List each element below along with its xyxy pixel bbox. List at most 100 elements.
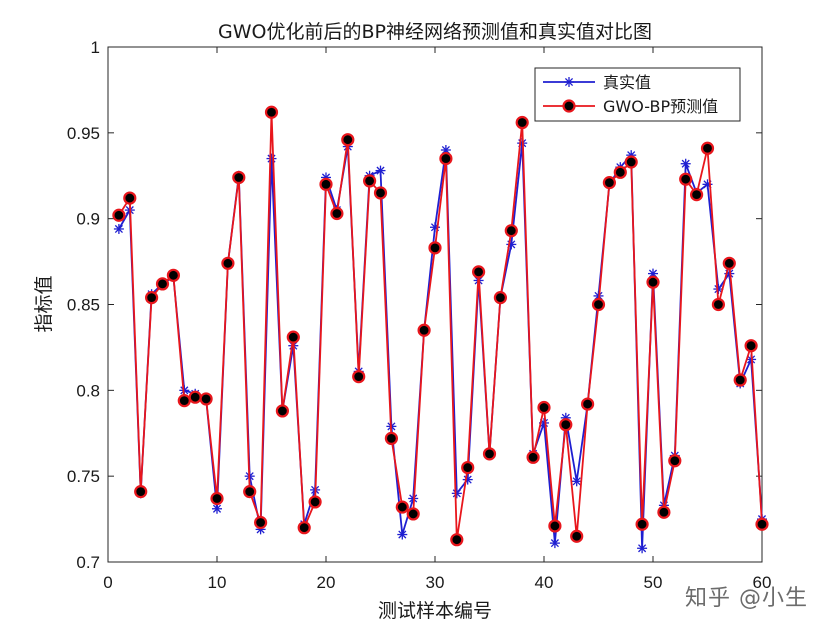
data-point (451, 488, 462, 499)
data-point (112, 208, 126, 222)
y-tick-label: 0.95 (67, 124, 100, 143)
data-point (624, 155, 638, 169)
data-point (537, 400, 551, 415)
data-point (188, 390, 202, 404)
data-point (591, 297, 606, 312)
data-point (635, 517, 649, 531)
data-point (134, 485, 148, 499)
data-point (286, 330, 300, 344)
y-axis-label: 指标值 (33, 275, 55, 332)
x-tick-label: 20 (317, 573, 336, 592)
chart-title: GWO优化前后的BP神经网络预测值和真实值对比图 (218, 21, 652, 43)
data-point (646, 275, 660, 289)
x-tick-label: 0 (103, 573, 112, 592)
data-point (713, 284, 724, 295)
x-tick-label: 40 (535, 573, 554, 592)
data-point (711, 297, 726, 312)
y-tick-label: 0.8 (76, 381, 100, 400)
data-point (375, 165, 386, 176)
data-point (264, 105, 279, 119)
data-point (559, 418, 573, 432)
data-point (700, 141, 715, 155)
y-tick-label: 0.75 (67, 467, 100, 486)
data-point (744, 339, 758, 353)
data-point (462, 474, 473, 485)
axis-ticks: 0 10 20 30 40 50 60 0.7 0.75 0.8 0.85 0.9 0.95 1 (67, 38, 772, 592)
x-axis-label: 测试样本编号 (378, 600, 492, 622)
watermark: 知乎 @小生 (685, 586, 808, 611)
data-point (755, 517, 769, 531)
data-point (526, 450, 540, 464)
data-point (210, 491, 224, 506)
data-point (493, 291, 507, 305)
data-point (417, 323, 431, 337)
data-point (668, 454, 682, 468)
data-point (166, 268, 180, 282)
data-point (680, 158, 691, 169)
data-point (232, 170, 246, 185)
data-point (679, 172, 693, 186)
data-point (212, 503, 222, 514)
x-tick-label: 60 (753, 573, 772, 592)
x-tick-label: 10 (208, 573, 227, 592)
data-point (549, 538, 560, 549)
data-point (637, 543, 648, 554)
y-tick-label: 0.9 (76, 210, 100, 229)
series-line (118, 112, 763, 540)
data-point (515, 115, 529, 130)
data-point (461, 460, 475, 475)
data-point (482, 447, 497, 461)
x-tick-label: 50 (644, 573, 663, 592)
data-point (602, 176, 617, 190)
legend-box (534, 67, 741, 122)
series-predicted (112, 105, 769, 547)
data-point (440, 145, 451, 155)
data-point (319, 177, 333, 191)
data-point (275, 404, 289, 418)
data-point (450, 533, 464, 547)
data-point (397, 529, 408, 540)
y-tick-label: 1 (91, 38, 100, 57)
data-point (373, 186, 388, 200)
data-point (548, 519, 562, 533)
data-point (722, 256, 736, 270)
data-point (221, 256, 235, 270)
data-point (570, 529, 584, 543)
data-point (352, 370, 366, 384)
plot-area (107, 46, 763, 563)
data-point (330, 206, 344, 221)
legend-label: 真实值 (603, 73, 651, 92)
data-point (123, 191, 137, 205)
legend: 真实值 GWO-BP预测值 (534, 67, 741, 122)
data-point (145, 291, 159, 305)
data-point (439, 151, 453, 166)
data-point (657, 505, 671, 519)
legend-label: GWO-BP预测值 (603, 97, 718, 116)
data-point (580, 397, 595, 411)
data-point (254, 515, 268, 530)
data-point (472, 265, 486, 279)
data-point (428, 241, 442, 255)
data-point (297, 521, 311, 535)
data-point (689, 188, 704, 202)
data-point (177, 394, 191, 408)
data-point (341, 133, 355, 147)
data-point (613, 165, 627, 179)
x-tick-label: 30 (426, 573, 445, 592)
data-point (395, 500, 409, 514)
data-point (648, 268, 658, 279)
data-point (504, 224, 518, 238)
data-point (363, 174, 377, 188)
data-point (199, 392, 213, 406)
series-layer (112, 105, 769, 554)
data-point (155, 277, 170, 291)
legend-marker (562, 99, 576, 113)
data-point (406, 507, 420, 521)
data-point (733, 373, 747, 387)
y-tick-label: 0.85 (67, 296, 100, 315)
legend-marker (564, 77, 574, 87)
data-point (308, 495, 322, 509)
data-point (243, 485, 257, 499)
data-point (266, 153, 277, 164)
